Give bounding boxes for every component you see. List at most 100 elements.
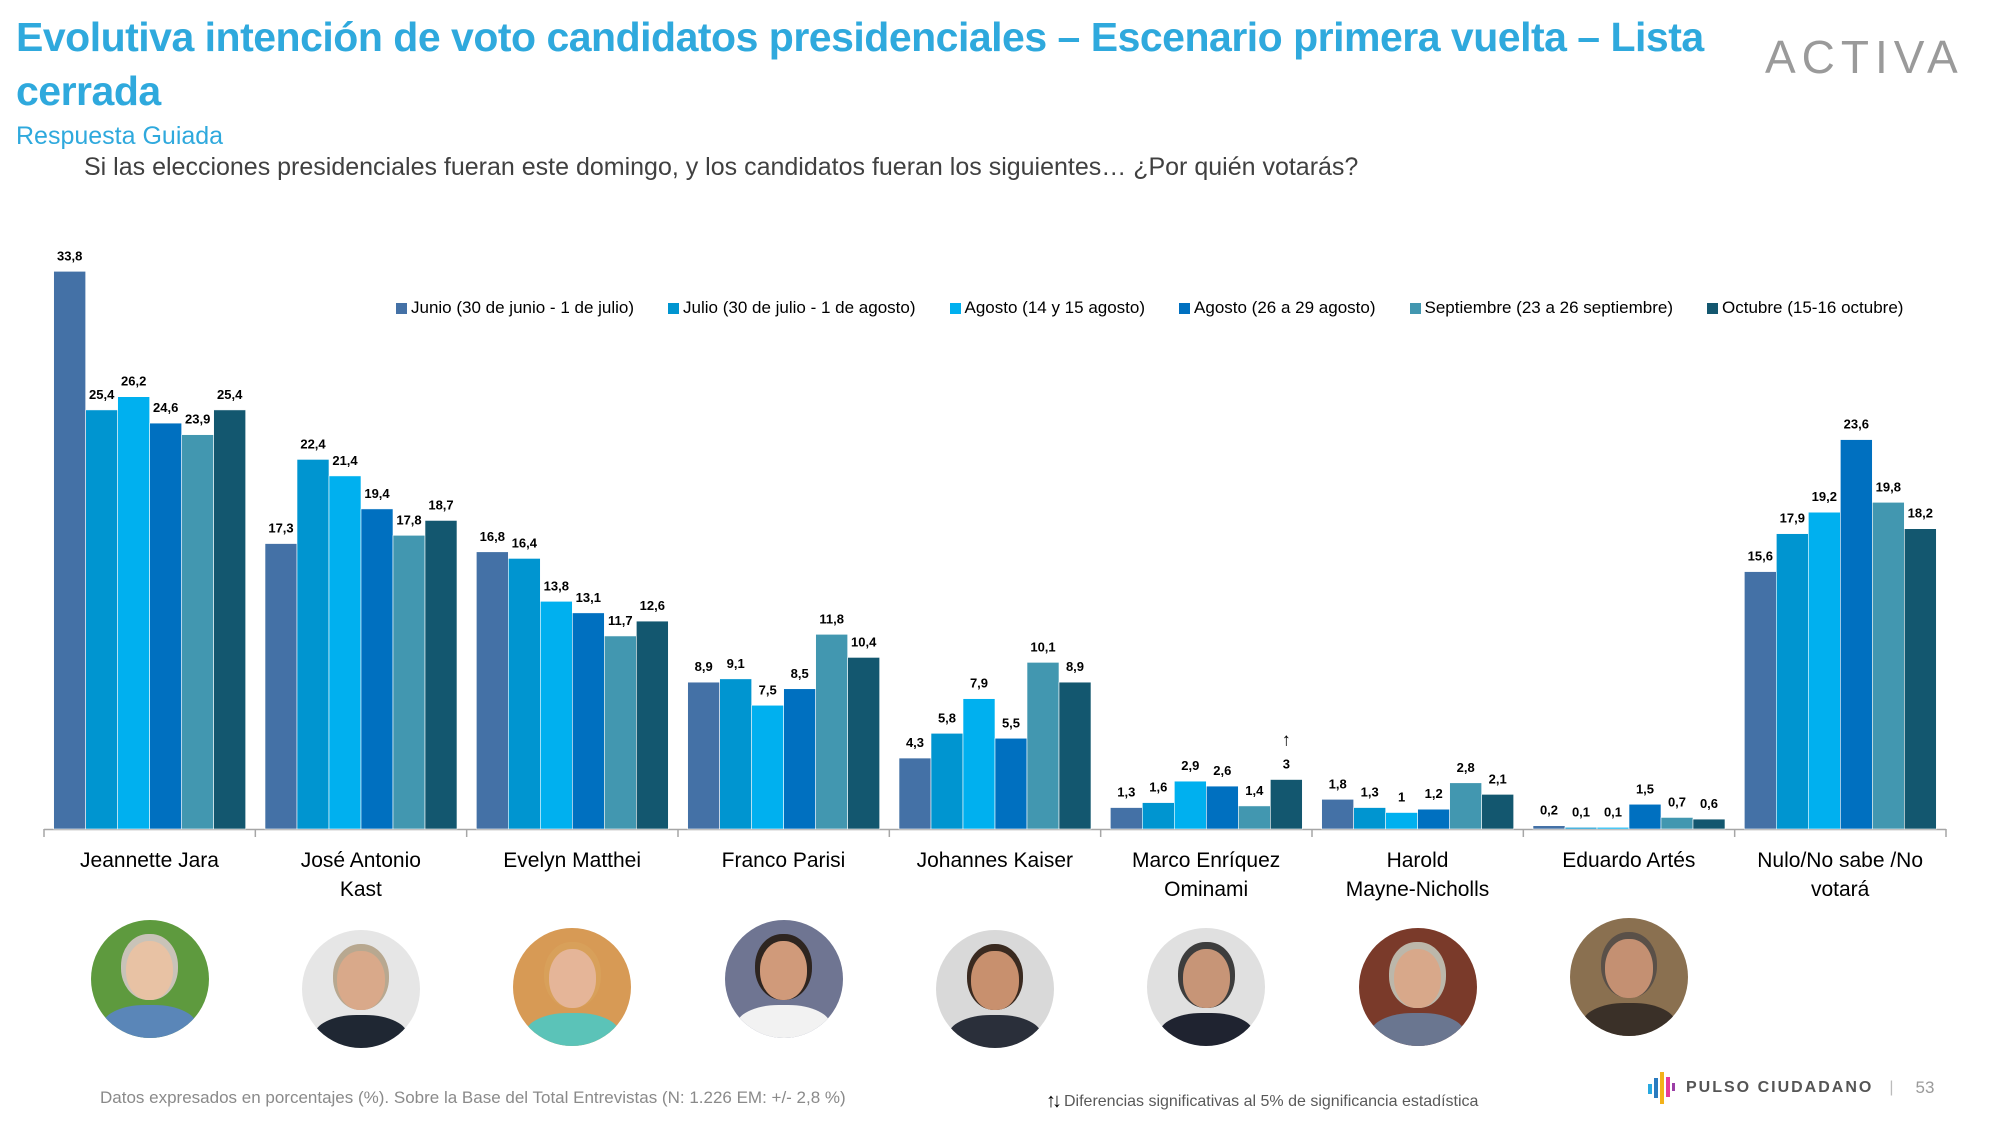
- candidate-photo: [90, 920, 209, 1038]
- bar: [296, 459, 330, 830]
- data-label: 16,4: [512, 535, 538, 550]
- bar: [424, 520, 458, 830]
- legend-swatch: [668, 302, 680, 314]
- bar: [930, 732, 964, 830]
- photo-body: [525, 1012, 620, 1046]
- data-label: 7,5: [759, 682, 777, 697]
- photo-body: [313, 1014, 409, 1048]
- bar: [1532, 825, 1566, 830]
- data-label: 0,1: [1604, 804, 1622, 819]
- data-label: 0,7: [1668, 794, 1686, 809]
- data-label: 19,4: [364, 486, 390, 501]
- legend-item: Octubre (15-16 octubre): [1707, 298, 1903, 318]
- page-subtitle: Respuesta Guiada: [16, 122, 224, 150]
- x-tick-label-line: Harold: [1386, 849, 1449, 872]
- data-label: 2,6: [1213, 763, 1231, 778]
- data-label: 23,6: [1844, 417, 1869, 432]
- x-tick-label: Evelyn Matthei: [467, 846, 678, 875]
- legend-label: Junio (30 de junio - 1 de julio): [411, 298, 635, 317]
- data-label: 0,6: [1700, 796, 1718, 811]
- data-label: 11,7: [608, 613, 633, 628]
- bar: [1110, 807, 1143, 830]
- legend-label: Agosto (14 y 15 agosto): [964, 298, 1146, 317]
- candidate-photo: [724, 920, 843, 1038]
- significance-note: ↑↓ Diferencias significativas al 5% de s…: [1046, 1090, 1478, 1113]
- data-label: 18,2: [1908, 506, 1933, 521]
- data-label: 17,9: [1780, 511, 1805, 526]
- bar: [117, 396, 150, 830]
- x-tick-label-line: José Antonio: [300, 849, 421, 872]
- data-label: 2,1: [1489, 771, 1507, 786]
- bar: [1692, 818, 1726, 830]
- bar: [53, 270, 86, 830]
- pulso-ciudadano-logo-icon: [1648, 1072, 1675, 1104]
- data-label: 1,5: [1636, 781, 1654, 796]
- bar: [847, 657, 880, 830]
- separator: |: [1889, 1079, 1894, 1096]
- bar: [1174, 780, 1207, 830]
- x-tick-label: Jeannette Jara: [44, 846, 255, 875]
- bar: [1270, 779, 1303, 830]
- photo-body: [1370, 1012, 1465, 1046]
- bar: [1058, 681, 1092, 830]
- legend-label: Julio (30 de julio - 1 de agosto): [683, 298, 916, 317]
- x-tick-label: Franco Parisi: [678, 846, 889, 875]
- footer-note: Datos expresados en porcentajes (%). Sob…: [100, 1088, 846, 1107]
- data-label: 7,9: [970, 676, 988, 691]
- bar: [1744, 571, 1777, 830]
- photo-face: [126, 941, 174, 1001]
- page-title: Evolutiva intención de voto candidatos p…: [16, 14, 1704, 114]
- data-label: 1,4: [1245, 783, 1264, 798]
- legend-label: Septiembre (23 a 26 septiembre): [1424, 298, 1674, 317]
- bar: [360, 508, 394, 830]
- candidate-photo: [1570, 918, 1688, 1036]
- data-label: 19,2: [1812, 489, 1837, 504]
- bar: [1026, 662, 1060, 830]
- photo-face: [760, 941, 808, 1001]
- legend-item: Septiembre (23 a 26 septiembre): [1409, 298, 1674, 318]
- x-tick-label-line: Johannes Kaiser: [916, 849, 1074, 872]
- x-tick-label: Marco Enríquez Ominami: [1101, 846, 1312, 904]
- bar: [898, 757, 932, 830]
- legend-swatch: [396, 302, 407, 314]
- significance-text: Diferencias significativas al 5% de sign…: [1064, 1092, 1479, 1110]
- data-label: 10,1: [1030, 639, 1055, 654]
- data-label: 16,8: [480, 529, 505, 544]
- x-tick-label-line: Ominami: [1164, 878, 1249, 901]
- data-label: 5,5: [1002, 715, 1020, 730]
- x-tick-label: Nulo/No sabe /No votará: [1735, 846, 1946, 904]
- bar: [149, 422, 182, 830]
- photo-face: [337, 951, 385, 1011]
- data-label: 4,3: [906, 735, 924, 750]
- bar: [572, 612, 605, 830]
- bar: [636, 620, 669, 830]
- data-label: 9,1: [727, 656, 745, 671]
- pulso-ciudadano-brand: PULSO CIUDADANO | 53: [1648, 1072, 1934, 1104]
- photo-face: [1605, 939, 1653, 999]
- photo-body: [1159, 1012, 1254, 1046]
- bar: [181, 434, 214, 830]
- bar: [1417, 808, 1450, 830]
- legend-swatch: [1409, 302, 1421, 314]
- data-label: 25,4: [217, 387, 243, 402]
- bar: [962, 698, 996, 830]
- x-tick-label: Harold Mayne-Nicholls: [1312, 846, 1523, 904]
- up-down-arrows-icon: ↑↓: [1046, 1090, 1062, 1112]
- data-label: 18,7: [428, 497, 453, 512]
- data-label: 33,8: [57, 248, 82, 263]
- legend-item: Julio (30 de julio - 1 de agosto): [668, 298, 916, 318]
- bar: [1321, 798, 1354, 830]
- x-tick-label-line: Mayne-Nicholls: [1345, 878, 1490, 901]
- photo-face: [1394, 949, 1442, 1009]
- data-label: 1,3: [1361, 785, 1379, 800]
- data-label: 21,4: [332, 453, 358, 468]
- bar: [687, 681, 720, 830]
- x-tick-label-line: Marco Enríquez: [1132, 849, 1281, 872]
- bar: [1904, 528, 1937, 830]
- data-label: 24,6: [153, 400, 178, 415]
- legend-label: Octubre (15-16 octubre): [1722, 298, 1904, 317]
- bar: [1776, 533, 1809, 830]
- data-label: 8,9: [695, 659, 713, 674]
- activa-logo-text: ACTIVA: [1765, 31, 1964, 83]
